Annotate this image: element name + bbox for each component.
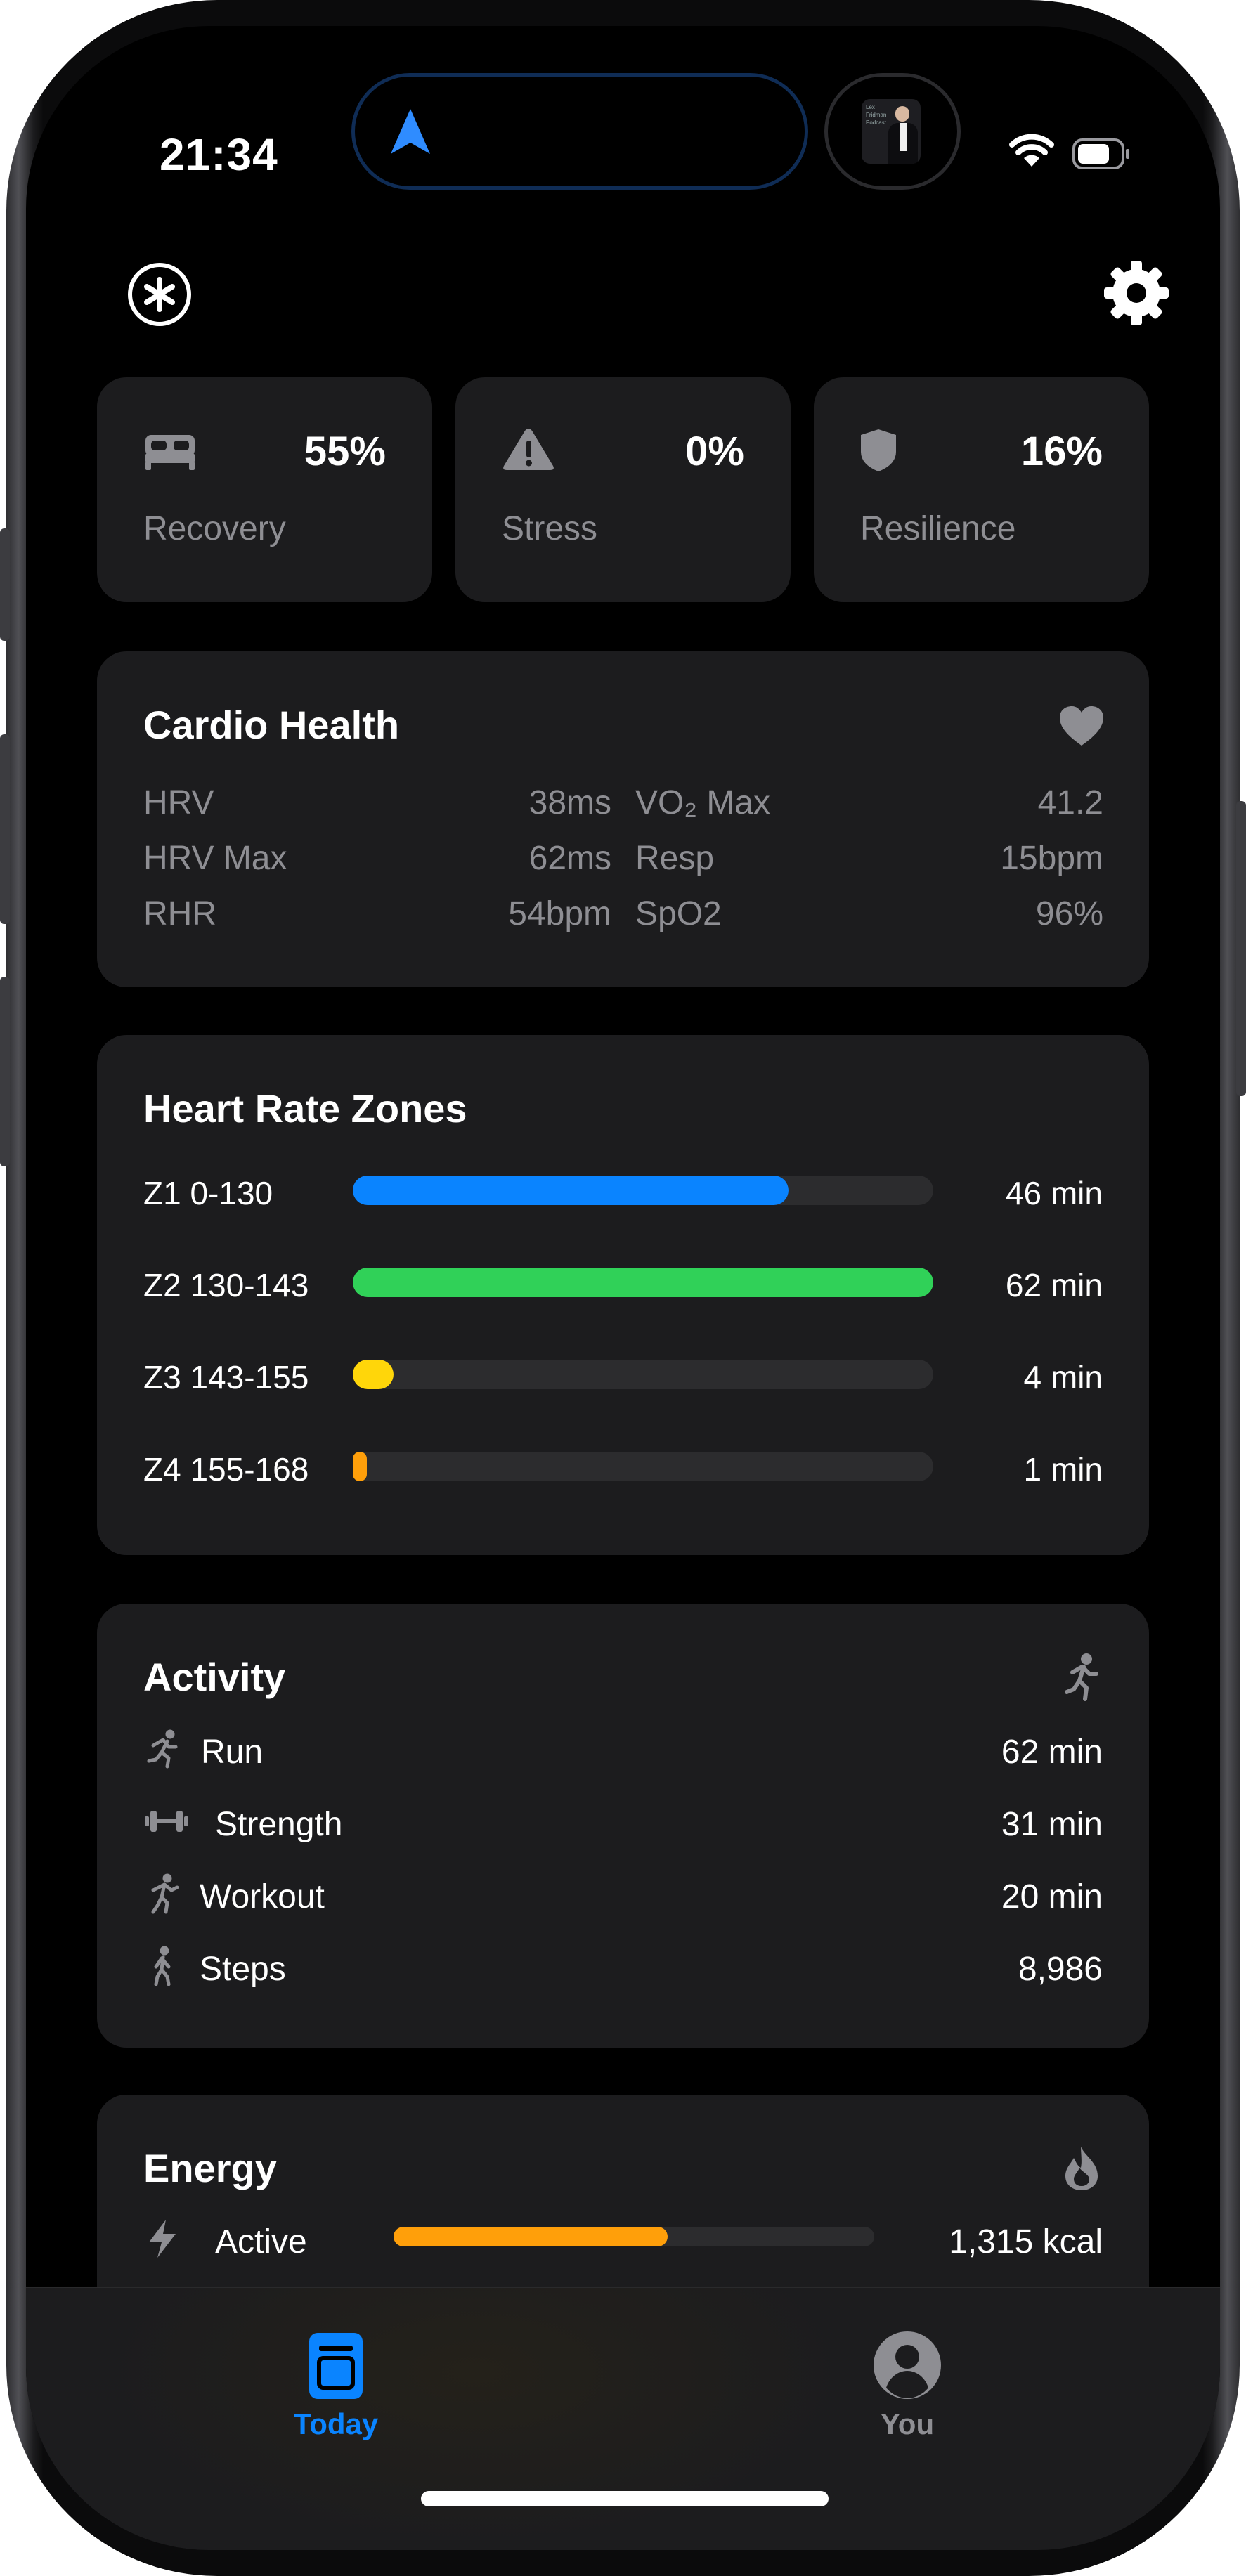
navigation-arrow-icon [391, 109, 430, 154]
workout-icon [151, 1873, 179, 1914]
podcast-artwork: Lex Fridman Podcast [862, 99, 921, 164]
heart-rate-zones-title: Heart Rate Zones [143, 1086, 467, 1131]
activity-title: Activity [143, 1655, 286, 1699]
tab-today[interactable]: Today [266, 2330, 406, 2471]
home-indicator[interactable] [421, 2491, 829, 2506]
zone-1-value: 46 min [1005, 1175, 1103, 1211]
spo2-label: SpO2 [635, 895, 722, 932]
asterisk-logo-icon[interactable] [126, 261, 193, 327]
bed-icon [145, 435, 195, 470]
workout-value: 20 min [1001, 1878, 1103, 1915]
zone-4-bar [353, 1452, 933, 1481]
recovery-label: Recovery [143, 510, 286, 547]
workout-label: Workout [200, 1878, 325, 1915]
zone-1-bar [353, 1176, 933, 1205]
resp-label: Resp [635, 840, 715, 877]
hrv-max-value: 62ms [528, 840, 611, 877]
cardio-health-card[interactable]: Cardio Health HRV 38ms HRV Max 62ms RHR … [97, 651, 1149, 987]
steps-value: 8,986 [1018, 1951, 1103, 1988]
tab-today-label: Today [293, 2407, 379, 2440]
active-energy-value: 1,315 kcal [949, 2223, 1103, 2260]
resilience-value: 16% [1020, 429, 1103, 474]
screen: 21:34 Lex Fridman Podcast [26, 26, 1220, 2550]
heart-icon [1060, 706, 1103, 746]
resp-value: 15bpm [1000, 840, 1103, 877]
tab-you-label: You [880, 2407, 935, 2440]
zone-2-label: Z2 130-143 [143, 1267, 309, 1303]
recovery-card[interactable]: 55% Recovery [97, 377, 432, 602]
tab-bar: Today You [26, 2287, 1220, 2550]
zone-1-label: Z1 0-130 [143, 1175, 273, 1211]
active-energy-label: Active [215, 2223, 307, 2260]
stress-label: Stress [502, 510, 598, 547]
hrv-value: 38ms [528, 784, 611, 821]
zone-3-bar-fill [353, 1360, 394, 1389]
battery-icon [1072, 138, 1129, 169]
zone-2-bar [353, 1268, 933, 1297]
shield-icon [861, 429, 896, 471]
vo2-max-value: 41.2 [1037, 784, 1103, 821]
vo2-max-label: VO₂ Max [635, 784, 770, 821]
resilience-label: Resilience [860, 510, 1016, 547]
steps-label: Steps [200, 1951, 286, 1988]
zone-4-value: 1 min [1023, 1451, 1103, 1488]
spo2-value: 96% [1035, 895, 1103, 932]
recovery-value: 55% [304, 429, 386, 474]
zone-4-bar-fill [353, 1452, 367, 1481]
zone-1-bar-fill [353, 1176, 789, 1205]
zone-3-label: Z3 143-155 [143, 1359, 309, 1396]
status-time: 21:34 [160, 129, 278, 180]
today-icon [309, 2333, 363, 2399]
zone-3-value: 4 min [1023, 1359, 1103, 1396]
hrv-max-label: HRV Max [143, 840, 287, 877]
zone-2-bar-fill [353, 1268, 933, 1297]
side-button [1236, 801, 1246, 1096]
zone-3-bar [353, 1360, 933, 1389]
hrv-label: HRV [143, 784, 214, 821]
resilience-card[interactable]: 16% Resilience [814, 377, 1149, 602]
stress-value: 0% [685, 429, 744, 474]
stress-card[interactable]: 0% Stress [455, 377, 791, 602]
gear-icon[interactable] [1101, 258, 1172, 328]
volume-up-button [0, 734, 10, 924]
energy-title: Energy [143, 2146, 277, 2190]
rhr-value: 54bpm [508, 895, 611, 932]
active-energy-bar-fill [394, 2227, 668, 2246]
heart-rate-zones-card[interactable]: Heart Rate Zones Z1 0-130 46 min Z2 130-… [97, 1035, 1149, 1555]
bolt-icon [149, 2220, 176, 2258]
tab-you[interactable]: You [837, 2330, 978, 2471]
zone-4-label: Z4 155-168 [143, 1451, 309, 1488]
zone-2-value: 62 min [1005, 1267, 1103, 1303]
action-button [0, 528, 10, 641]
run-value: 62 min [1001, 1733, 1103, 1771]
cardio-health-title: Cardio Health [143, 703, 400, 747]
artwork-text: Lex Fridman Podcast [866, 104, 887, 126]
volume-down-button [0, 977, 10, 1166]
flame-icon [1065, 2147, 1098, 2190]
running-icon [147, 1729, 178, 1769]
strength-label: Strength [215, 1806, 343, 1843]
dumbbell-icon [145, 1811, 188, 1832]
strength-value: 31 min [1001, 1806, 1103, 1843]
running-figure-icon [1065, 1653, 1098, 1701]
warning-icon [503, 429, 554, 470]
activity-card[interactable]: Activity Run 62 min [97, 1604, 1149, 2048]
profile-icon [874, 2331, 941, 2399]
active-energy-bar [394, 2227, 874, 2246]
dynamic-island-navigation[interactable] [351, 73, 808, 190]
run-label: Run [201, 1733, 264, 1771]
walking-icon [154, 1946, 171, 1986]
wifi-icon [1009, 134, 1054, 167]
rhr-label: RHR [143, 895, 216, 932]
